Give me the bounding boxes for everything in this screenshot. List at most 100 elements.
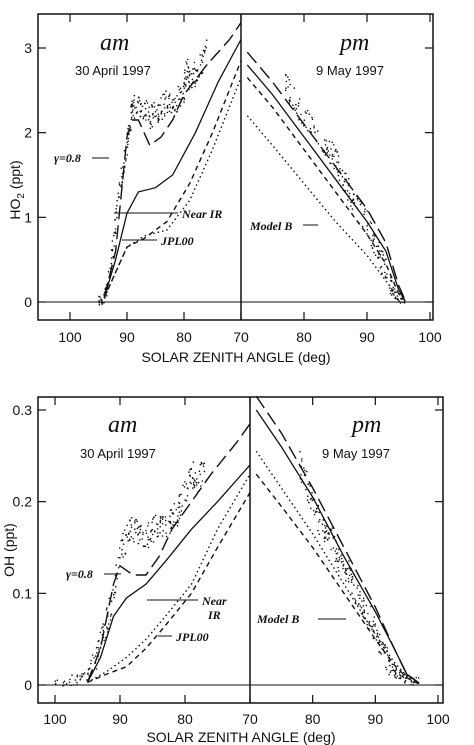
observation-point [136, 520, 138, 523]
observation-point [312, 509, 315, 512]
observation-point [375, 245, 378, 248]
observation-point [121, 548, 123, 551]
ho2-gamma-annotation: γ=0.8 [54, 151, 81, 165]
observation-point [288, 78, 291, 81]
observation-point [338, 556, 341, 559]
observation-point [323, 150, 326, 152]
observation-point [334, 550, 337, 552]
observation-point [390, 294, 393, 296]
observation-point [139, 531, 141, 534]
observation-point [116, 578, 118, 580]
observation-point [97, 646, 99, 649]
observation-point [372, 630, 375, 633]
observation-point [145, 529, 147, 532]
observation-point [184, 69, 186, 71]
observation-point [119, 557, 121, 559]
observation-point [156, 532, 159, 534]
observation-point [289, 96, 291, 99]
observation-point [314, 131, 316, 133]
observation-point [122, 166, 124, 168]
observation-point [382, 646, 385, 649]
observation-point [322, 519, 325, 521]
observation-point [124, 166, 126, 168]
y-tick-label: 2 [24, 125, 32, 141]
observation-point [106, 285, 109, 288]
observation-point [154, 111, 157, 113]
observation-point [363, 599, 365, 602]
observation-point [363, 609, 366, 611]
observation-point [174, 108, 176, 111]
observation-point [127, 540, 129, 542]
observation-point [306, 499, 309, 501]
observation-point [352, 199, 355, 201]
observation-point [324, 524, 326, 527]
observation-point [313, 498, 316, 501]
observation-point [175, 521, 177, 524]
observation-point [137, 100, 139, 103]
model-curve-dotted-am [103, 77, 242, 299]
observation-point [183, 98, 186, 101]
observation-point [155, 523, 158, 525]
observation-point [361, 611, 364, 614]
observation-point [200, 462, 203, 465]
observation-point [185, 499, 188, 502]
observation-point [130, 526, 133, 529]
observation-point [122, 556, 124, 558]
observation-point [331, 155, 334, 157]
observation-point [384, 271, 386, 274]
observation-point [137, 533, 140, 535]
observation-point [93, 657, 95, 659]
observation-point [115, 564, 117, 566]
observation-point [139, 110, 142, 113]
observation-point [107, 615, 109, 617]
observation-point [188, 70, 191, 73]
observation-point [336, 560, 339, 562]
observation-point [164, 519, 167, 522]
observation-point [385, 666, 387, 669]
observation-point [364, 208, 366, 210]
observation-point [345, 579, 347, 582]
observation-point [133, 94, 136, 97]
observation-point [402, 675, 404, 677]
observation-point [379, 256, 381, 259]
observation-point [305, 126, 307, 129]
observation-point [143, 114, 146, 117]
observation-point [344, 571, 346, 574]
observation-point [287, 86, 289, 88]
observation-point [402, 673, 405, 676]
observation-point [102, 626, 104, 628]
observation-point [380, 250, 383, 252]
observation-point [324, 527, 327, 529]
observation-point [202, 55, 204, 58]
observation-point [65, 683, 68, 685]
observation-point [56, 679, 59, 682]
observation-point [348, 560, 350, 562]
observation-point [349, 569, 352, 571]
observation-point [311, 496, 314, 499]
observation-point [334, 560, 337, 563]
observation-point [390, 670, 392, 672]
observation-point [384, 646, 387, 648]
observation-point [121, 183, 123, 186]
observation-point [400, 298, 403, 300]
observation-point [323, 537, 326, 540]
observation-point [360, 202, 363, 205]
observation-point [106, 282, 109, 284]
observation-point [332, 547, 335, 549]
observation-point [348, 192, 351, 195]
observation-point [100, 641, 103, 644]
observation-point [344, 190, 346, 193]
observation-point [195, 484, 198, 486]
observation-point [359, 203, 362, 206]
observation-point [101, 302, 104, 305]
observation-point [110, 249, 113, 251]
x-tick-label: 70 [242, 711, 258, 727]
observation-point [129, 519, 131, 521]
observation-point [130, 524, 133, 526]
observation-point [152, 116, 155, 119]
observation-point [192, 81, 194, 84]
observation-point [172, 524, 174, 526]
observation-point [108, 597, 111, 600]
observation-point [198, 470, 201, 473]
observation-point [116, 204, 118, 207]
